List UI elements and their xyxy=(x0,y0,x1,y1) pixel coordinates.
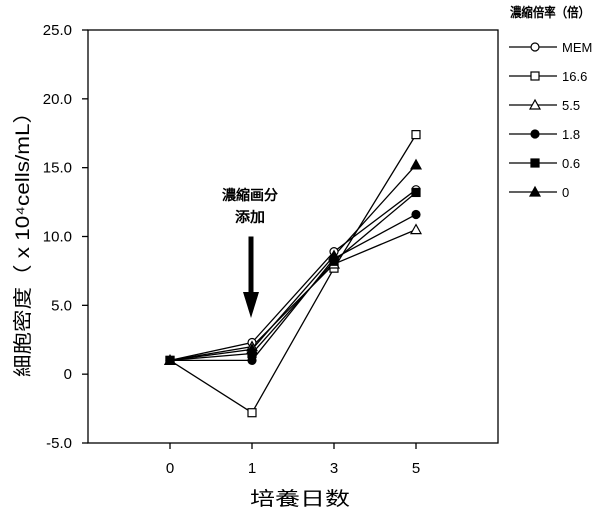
data-point-0-day-5 xyxy=(409,158,423,170)
x-axis: 0 1 3 5 xyxy=(166,443,420,477)
legend-item-16-6: 16.6 xyxy=(509,69,587,84)
x-tick-label: 5 xyxy=(412,460,420,477)
legend-marker-mem xyxy=(530,42,540,52)
data-point-16-6-day-5 xyxy=(411,130,421,140)
down-arrow-icon xyxy=(243,292,259,318)
y-tick-label: 20.0 xyxy=(43,91,72,108)
y-tick-label: 15.0 xyxy=(43,160,72,177)
y-tick-label: -5.0 xyxy=(46,435,72,452)
legend: 濃縮倍率（倍） MEM 16.6 5.5 1.8 0.6 0 xyxy=(509,5,592,200)
x-tick-label: 3 xyxy=(330,460,338,477)
series-line-mem xyxy=(169,189,417,362)
series-line-0-6 xyxy=(169,191,417,362)
data-point-0-day-3 xyxy=(327,249,341,261)
plot-frame xyxy=(87,29,499,444)
series-line-0 xyxy=(169,164,417,362)
legend-item-5-5: 5.5 xyxy=(509,98,580,113)
data-point-5-5-day-5 xyxy=(409,223,423,235)
data-point-0-6-day-5 xyxy=(411,187,421,198)
x-axis-title: 培養日数 xyxy=(250,488,350,510)
legend-title: 濃縮倍率（倍） xyxy=(510,5,590,20)
y-axis-title: 細胞密度（ x 10⁴cells/mL） xyxy=(12,101,34,377)
legend-label: 5.5 xyxy=(562,98,580,113)
legend-marker-1-8 xyxy=(530,129,540,139)
legend-label: 0 xyxy=(562,185,569,200)
legend-marker-0-6 xyxy=(530,158,540,168)
series-line-1-8 xyxy=(170,213,417,362)
x-tick-label: 1 xyxy=(248,460,256,477)
legend-item-1-8: 1.8 xyxy=(509,127,580,142)
legend-label: MEM xyxy=(562,40,592,55)
legend-item-0: 0 xyxy=(509,185,569,200)
data-point-0-day-1 xyxy=(245,343,259,354)
y-axis: 25.0 20.0 15.0 10.0 5.0 0 -5.0 xyxy=(43,22,88,452)
series-line-5-5 xyxy=(169,229,417,362)
legend-label: 16.6 xyxy=(562,69,587,84)
series-layer xyxy=(163,130,423,418)
legend-marker-0 xyxy=(528,185,542,197)
legend-label: 0.6 xyxy=(562,156,580,171)
y-tick-label: 0 xyxy=(64,366,72,383)
series-line-16-6 xyxy=(169,134,417,414)
y-tick-label: 5.0 xyxy=(51,297,72,314)
data-point-16-6-day-1 xyxy=(247,408,257,418)
data-point-0-day-0 xyxy=(163,354,177,365)
annotation-line-1: 濃縮画分 xyxy=(222,187,278,203)
annotation-line-2: 添加 xyxy=(235,209,265,225)
legend-marker-16-6 xyxy=(530,71,540,81)
x-tick-label: 0 xyxy=(166,460,174,477)
y-tick-label: 10.0 xyxy=(43,229,72,246)
legend-marker-5-5 xyxy=(528,98,542,110)
annotation: 濃縮画分 添加 xyxy=(222,187,278,318)
y-tick-label: 25.0 xyxy=(43,22,72,39)
legend-label: 1.8 xyxy=(562,127,580,142)
data-point-1-8-day-5 xyxy=(411,209,421,220)
legend-item-0-6: 0.6 xyxy=(509,156,580,171)
legend-item-mem: MEM xyxy=(509,40,592,55)
